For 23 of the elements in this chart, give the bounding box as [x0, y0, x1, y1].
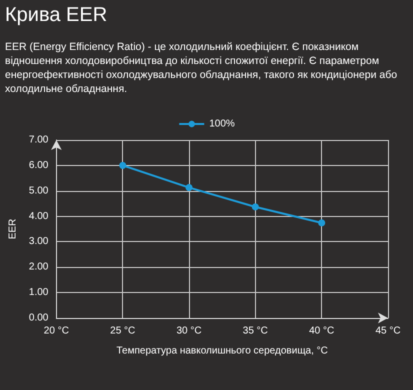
y-tick-label: 2.00: [28, 262, 49, 273]
y-axis-title: EER: [8, 218, 18, 240]
y-tick-label: 1.00: [28, 287, 49, 298]
point: [119, 162, 126, 169]
x-tick-label: 25 °C: [110, 326, 136, 336]
y-tick-label: 4.00: [28, 210, 49, 222]
x-tick-label: 20 °C: [44, 326, 69, 336]
point: [318, 219, 326, 226]
point: [252, 203, 259, 210]
x-tick-label: 35 °C: [242, 326, 268, 336]
x-axis-title: Температура навколишнього середовища, °C: [116, 346, 328, 356]
chart-title: Крива EER: [5, 4, 108, 27]
legend-label: 100%: [209, 118, 235, 130]
y-tick-label: 3.00: [28, 236, 49, 248]
y-tick-label: 0.00: [28, 312, 49, 324]
x-tick-label: 40 °C: [309, 326, 334, 336]
x-tick-label: 45 °C: [375, 326, 401, 336]
chart-subtitle: EER (Energy Efficiency Ratio) - це холодильний коефіцієнт. Є показником відношення холодовиробництва до кількості спожитої енергії. Є параметром енергоефективності охолоджувального обладнання, такого як кондиціонери або холодильне обладнання.: [5, 40, 398, 96]
x-tick-label: 30 °C: [176, 326, 202, 336]
y-tick-label: 6.00: [28, 160, 49, 171]
y-tick-label: 5.00: [28, 185, 49, 196]
y-tick-label: 7.00: [28, 134, 49, 146]
point: [186, 184, 193, 192]
